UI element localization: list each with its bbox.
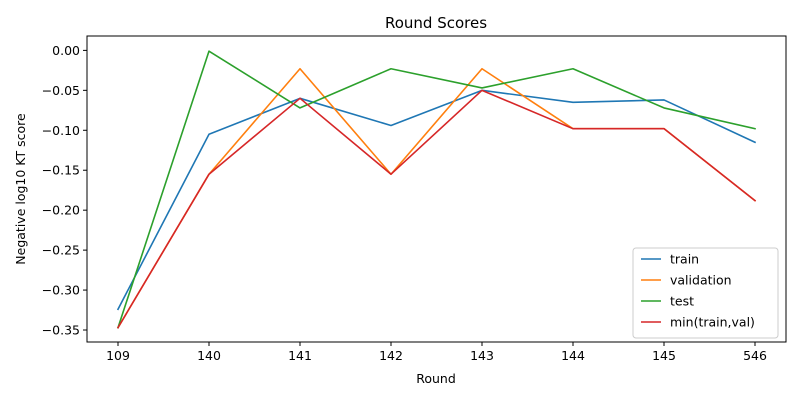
- y-tick-label: −0.15: [42, 163, 80, 178]
- y-axis: 0.00 −0.05 −0.10 −0.15 −0.20 −0.25 −0.30 −0.35: [42, 43, 87, 338]
- series-line-min-train-val: [116, 89, 757, 329]
- y-tick-label: −0.35: [42, 323, 80, 338]
- y-tick-label: −0.20: [42, 203, 80, 218]
- legend-label-test: test: [670, 294, 694, 309]
- x-tick-label: 546: [743, 348, 767, 363]
- legend-box: [632, 247, 779, 339]
- legend-label-validation: validation: [670, 273, 732, 288]
- y-tick-label: −0.10: [42, 123, 80, 138]
- x-tick-label: 141: [288, 348, 312, 363]
- x-tick-label: 109: [106, 348, 130, 363]
- y-tick-label: 0.00: [52, 43, 80, 58]
- series-layer: [116, 50, 757, 329]
- chart-title: Round Scores: [385, 14, 487, 32]
- x-tick-label: 143: [470, 348, 494, 363]
- legend: train validation test min(train,val): [632, 247, 779, 339]
- y-tick-label: −0.30: [42, 283, 80, 298]
- y-tick-label: −0.25: [42, 243, 80, 258]
- legend-label-train: train: [670, 252, 699, 267]
- y-axis-label: Negative log10 KT score: [13, 113, 28, 265]
- y-tick-label: −0.05: [42, 83, 80, 98]
- x-tick-label: 145: [652, 348, 676, 363]
- series-line-train: [116, 89, 757, 311]
- x-tick-label: 140: [197, 348, 221, 363]
- x-axis-label: Round: [416, 371, 456, 386]
- x-axis: 109 140 141 142 143 144 145 546: [106, 342, 767, 363]
- x-tick-label: 142: [379, 348, 403, 363]
- x-tick-label: 144: [561, 348, 585, 363]
- legend-label-min-train-val: min(train,val): [670, 315, 755, 330]
- plot-frame: [86, 35, 787, 343]
- series-line-test: [116, 50, 756, 329]
